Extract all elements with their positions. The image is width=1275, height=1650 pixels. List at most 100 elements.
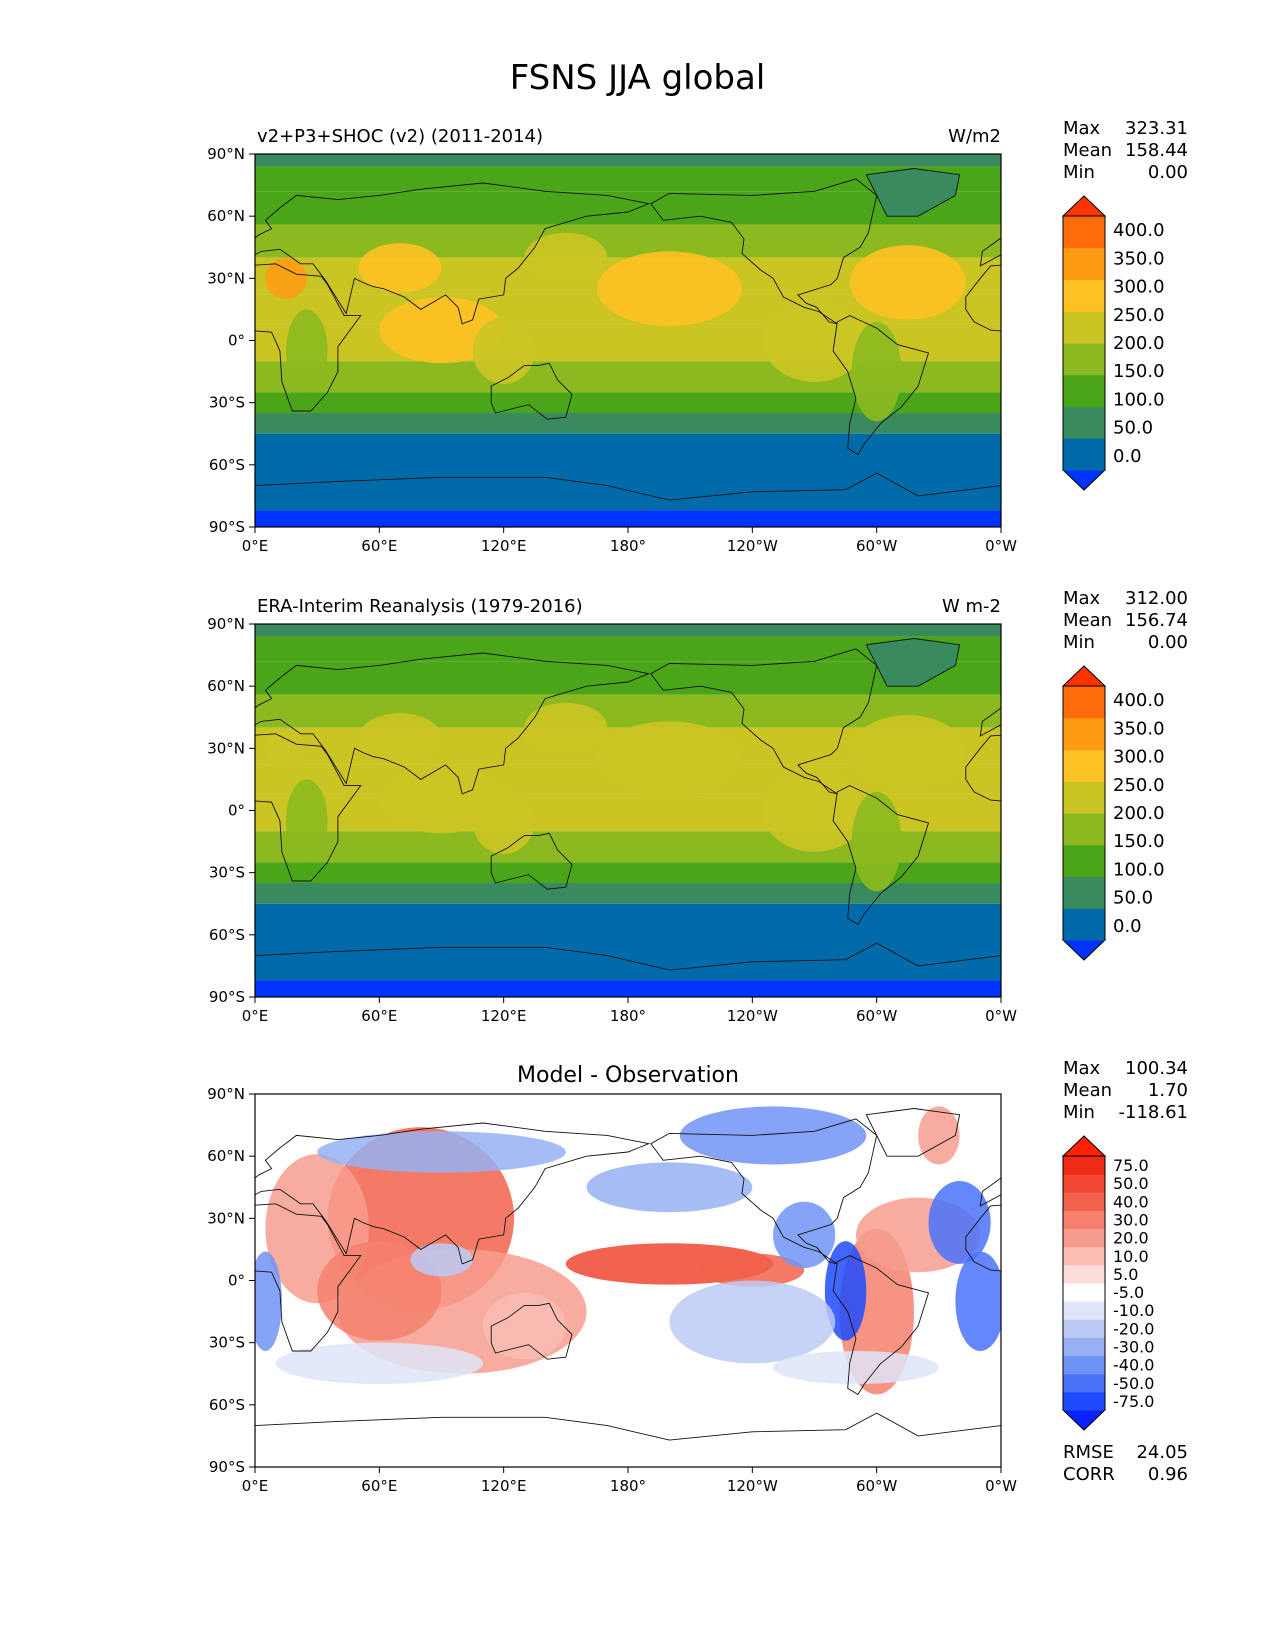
panel-model: 0°E 60°E 120°E 180° 120°W 60°W 0°W 90°N 60°N 30°N… [207,118,1188,555]
colorbar-extend-max [1061,665,1107,687]
lat-tick-label: 60°S [209,456,245,474]
colorbar-label: 150.0 [1113,361,1165,382]
stat-label: Max [1063,118,1101,139]
panel-title: ERA-Interim Reanalysis (1979-2016) [257,596,583,617]
field-feature [679,1106,867,1165]
axes: 0°E 60°E 120°E 180° 120°W 60°W 0°W 90°N 60°N 30°N… [207,145,1017,555]
lon-tick-label: 60°W [856,1477,898,1495]
lat-tick-label: 0° [228,332,245,350]
map-area [255,154,1001,527]
lat-tick-label: 0° [228,802,245,820]
coastline-namerica [650,648,878,795]
colorbar-extend-min [1061,1409,1107,1431]
colorbar-label: 50.0 [1113,888,1153,909]
field-band [255,883,1001,904]
coastlines [255,1108,1001,1467]
map-area [255,1094,1001,1467]
field-band [255,392,1001,414]
colorbar-segment [1063,438,1105,471]
colorbar-segment [1063,216,1105,249]
lon-tick-label: 0°W [985,537,1017,555]
field-feature [851,791,902,892]
lon-tick-label: 120°W [727,1477,778,1495]
colorbar-segment [1063,406,1105,439]
field-feature [472,317,535,385]
coastline-australia [490,362,573,420]
field-feature [286,779,328,863]
coastline-greenland [865,1108,961,1157]
lon-tick-label: 0°E [242,1477,269,1495]
field-feature [358,713,442,763]
field-feature [379,766,504,834]
lon-tick-label: 60°E [361,1477,397,1495]
field-feature [358,243,442,293]
coastline-africa-wrap [965,264,1001,332]
colorbar-label: 300.0 [1113,747,1165,768]
colorbar-segment [1063,908,1105,941]
colorbar-segment [1063,876,1105,909]
lat-tick-label: 90°N [207,1085,245,1103]
field-feature [379,296,504,364]
colorbar-segment [1063,717,1105,750]
colorbar-label: 5.0 [1113,1265,1138,1284]
coastline-namerica [650,1118,878,1265]
stat-label: Min [1063,162,1095,183]
lat-tick-label: 60°N [207,207,245,225]
colorbar-label: -5.0 [1113,1283,1144,1302]
coastline-antarctica [255,942,1001,997]
lat-tick-label: 60°N [207,1147,245,1165]
lon-tick-label: 0°E [242,537,269,555]
panel-units: W m-2 [942,596,1001,617]
colorbar-label: 250.0 [1113,305,1165,326]
colorbar-label: 10.0 [1113,1247,1149,1266]
field-bands [255,1094,1001,1467]
coastline-africa-wrap [965,734,1001,802]
lon-tick-label: 0°W [985,1477,1017,1495]
colorbar-segment [1063,343,1105,376]
colorbar-label: 75.0 [1113,1156,1149,1175]
field-feature [317,1241,442,1341]
colorbar-segment [1063,1373,1105,1393]
lat-tick-label: 30°N [207,739,245,757]
field-feature [596,251,742,326]
colorbar-label: 250.0 [1113,775,1165,796]
colorbar: -75.0-50.0-40.0-30.0-20.0-10.0-5.05.010.… [1061,1135,1154,1431]
colorbar-label: 350.0 [1113,718,1165,739]
field-band [255,862,1001,884]
field-feature [918,1106,960,1165]
panel-units: W/m2 [948,126,1001,147]
stats-block: Max 100.34 Mean 1.70 Min -118.61 [1063,1058,1188,1123]
field-feature [928,1181,991,1264]
coastline-greenland [865,638,961,687]
coastline-eurasia [255,182,651,325]
colorbar-label: 400.0 [1113,220,1165,241]
coastline-eurasia [255,1122,651,1265]
lon-tick-label: 120°E [481,537,527,555]
lat-tick-label: 0° [228,1272,245,1290]
stat-label: RMSE [1063,1442,1114,1463]
colorbar-label: -40.0 [1113,1356,1154,1375]
lat-tick-label: 30°S [209,864,245,882]
lon-tick-label: 180° [610,537,646,555]
coastline-africa [255,1203,362,1352]
colorbar-label: 350.0 [1113,248,1165,269]
colorbar-extend-min [1061,939,1107,961]
lat-tick-label: 30°S [209,1334,245,1352]
field-feature [255,1251,282,1351]
field-feature [762,769,867,852]
lon-tick-label: 60°W [856,537,898,555]
lon-tick-label: 120°W [727,1007,778,1025]
colorbar-label: 50.0 [1113,418,1153,439]
stat-label: Mean [1063,610,1112,631]
colorbar-segment [1063,1264,1105,1284]
colorbar-segment [1063,1283,1105,1302]
colorbar-segment [1063,1228,1105,1248]
colorbar-segment [1063,247,1105,280]
field-band [255,413,1001,434]
lon-tick-label: 180° [610,1477,646,1495]
stats-block: Max 312.00 Mean 156.74 Min 0.00 [1063,588,1188,653]
colorbar-segment [1063,1391,1105,1411]
field-feature [849,245,966,320]
colorbar-segment [1063,1301,1105,1320]
lon-tick-label: 60°E [361,537,397,555]
